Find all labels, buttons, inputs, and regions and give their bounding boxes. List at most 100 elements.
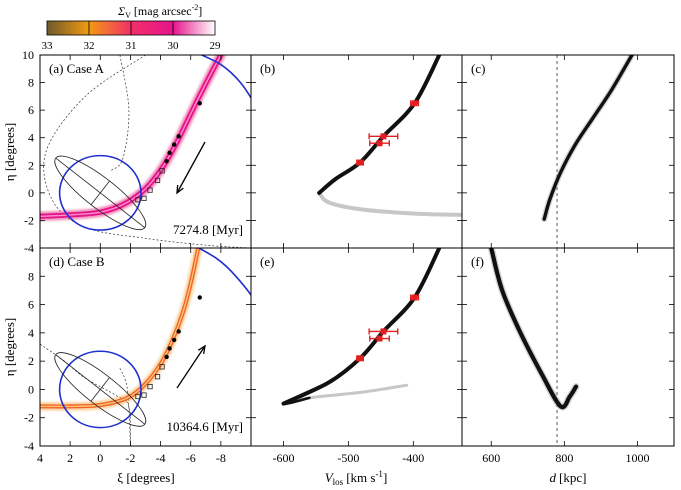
velocity-point — [380, 328, 387, 335]
y-tick-label: -4 — [24, 241, 34, 255]
observed-field-open — [147, 187, 153, 193]
stream-density — [40, 55, 224, 219]
time-label: 7274.8 [Myr] — [173, 222, 243, 237]
orbit-dashed-line — [43, 55, 251, 248]
x-tick-label: 4 — [37, 451, 43, 465]
y-tick-label: -2 — [24, 411, 34, 425]
y-tick-label: -2 — [24, 213, 34, 227]
d-symbol: d — [550, 470, 557, 485]
panel-d: 10364.6 [Myr] -4 -2 0 2 4 6 8 4 2 0 -2 -4 -6 -8 (d) Cas… — [24, 247, 252, 465]
observed-field-filled — [197, 295, 202, 300]
direction-arrow-shaft — [176, 141, 206, 194]
colorbar-unit-exp: -2 — [192, 3, 199, 12]
observed-field-filled — [164, 158, 169, 164]
x-tick-label: 600 — [482, 451, 500, 465]
m31-minor-axis — [90, 180, 110, 205]
panel-e-plot-area — [281, 248, 442, 406]
blue-boundary-arc — [199, 55, 251, 100]
eta-axis-label-top: η [degrees] — [2, 123, 17, 181]
panel-frame — [461, 247, 675, 447]
colorbar-tick-label: 30 — [168, 40, 180, 52]
panel-f: 600 800 1000 (f) — [461, 247, 675, 465]
y-tick-label: 4 — [28, 326, 34, 340]
orbit-dashed-line — [40, 343, 131, 446]
d-axis-label: d [kpc] — [550, 470, 587, 485]
panel-a-plot-area — [40, 55, 251, 248]
observed-field-open — [159, 168, 165, 174]
observed-field-filled — [176, 329, 181, 334]
observed-field-open — [141, 392, 147, 398]
panel-label: (a) Case A — [49, 61, 104, 76]
y-tick-label: 8 — [28, 76, 34, 90]
colorbar-tick-label: 31 — [126, 40, 137, 52]
y-tick-label: 8 — [28, 269, 34, 283]
colorbar-symbol-sub: V — [125, 11, 131, 20]
x-tick-label: -6 — [186, 451, 196, 465]
vlos-unit-exp: -1 — [375, 469, 383, 479]
panel-frame — [250, 247, 463, 447]
observed-field-open — [154, 177, 161, 184]
colorbar-unit-close: ] — [198, 4, 202, 18]
x-tick-label: -600 — [272, 451, 294, 465]
colorbar-ticks: 33 32 31 30 29 — [42, 21, 222, 52]
m31-circle — [58, 350, 142, 429]
panel-e: -600 -500 -400 (e) — [250, 247, 463, 465]
distance-stream-halo — [487, 248, 580, 411]
x-tick-label: -8 — [216, 451, 226, 465]
y-tick-label: 6 — [28, 103, 34, 117]
panel-b-plot-area — [317, 55, 462, 217]
y-tick-label: 0 — [28, 382, 34, 396]
orbit-dashed-line — [119, 368, 131, 446]
x-tick-label: 0 — [97, 451, 103, 465]
vlos-axis-label: Vlos [km s-1] — [325, 469, 388, 487]
panel-a: 7274.8 [Myr] -4 -2 0 2 4 6 8 10 (a) Case A — [22, 48, 252, 255]
panel-label: (c) — [471, 61, 485, 76]
observed-field-open — [159, 364, 165, 370]
colorbar: ΣV [mag arcsec-2] 33 32 31 30 29 — [42, 3, 222, 52]
panel-b: (b) — [250, 54, 463, 249]
y-tick-label: 10 — [22, 48, 34, 62]
x-tick-label: 1000 — [625, 451, 649, 465]
velocity-point — [376, 335, 383, 342]
direction-arrow-shaft — [176, 345, 206, 389]
panel-label: (d) Case B — [49, 254, 105, 269]
x-tick-label: -500 — [337, 451, 359, 465]
m31-minor-axis — [90, 377, 110, 402]
vlos-sub: los — [333, 477, 344, 487]
stream-core — [40, 248, 199, 408]
observed-field-open — [154, 374, 161, 380]
distance-stream — [542, 55, 634, 221]
velocity-point — [357, 159, 364, 166]
observed-field-filled — [164, 354, 169, 360]
velocity-stream-dark — [317, 55, 442, 195]
blue-boundary-arc — [197, 248, 251, 297]
stream-core — [40, 55, 222, 217]
velocity-stream-dark — [281, 248, 442, 406]
observed-field-filled — [176, 134, 181, 139]
distance-stream — [489, 248, 579, 410]
velocity-point — [411, 294, 418, 301]
velocity-point — [380, 133, 387, 140]
x-tick-label: -4 — [156, 451, 166, 465]
vlos-unit: [km s — [346, 470, 375, 485]
panel-label: (e) — [260, 254, 274, 269]
x-tick-label: -400 — [402, 451, 424, 465]
velocity-stream-faint — [317, 190, 462, 217]
panel-frame — [250, 54, 463, 249]
vlos-unit-close: ] — [383, 470, 387, 485]
colorbar-tick-label: 29 — [210, 40, 222, 52]
observed-field-open — [135, 393, 141, 400]
m31-circle — [58, 154, 142, 231]
panel-c: (c) — [461, 54, 675, 249]
y-tick-label: -4 — [24, 439, 34, 453]
panel-d-plot-area — [40, 248, 251, 446]
velocity-point — [376, 140, 383, 147]
panel-label: (f) — [471, 254, 484, 269]
xi-axis-label: ξ [degrees] — [117, 470, 174, 485]
eta-axis-label-bottom: η [degrees] — [2, 318, 17, 376]
velocity-point — [357, 355, 364, 362]
panel-c-plot-area — [541, 55, 635, 248]
x-tick-label: 800 — [555, 451, 573, 465]
observed-field-open — [141, 195, 147, 201]
